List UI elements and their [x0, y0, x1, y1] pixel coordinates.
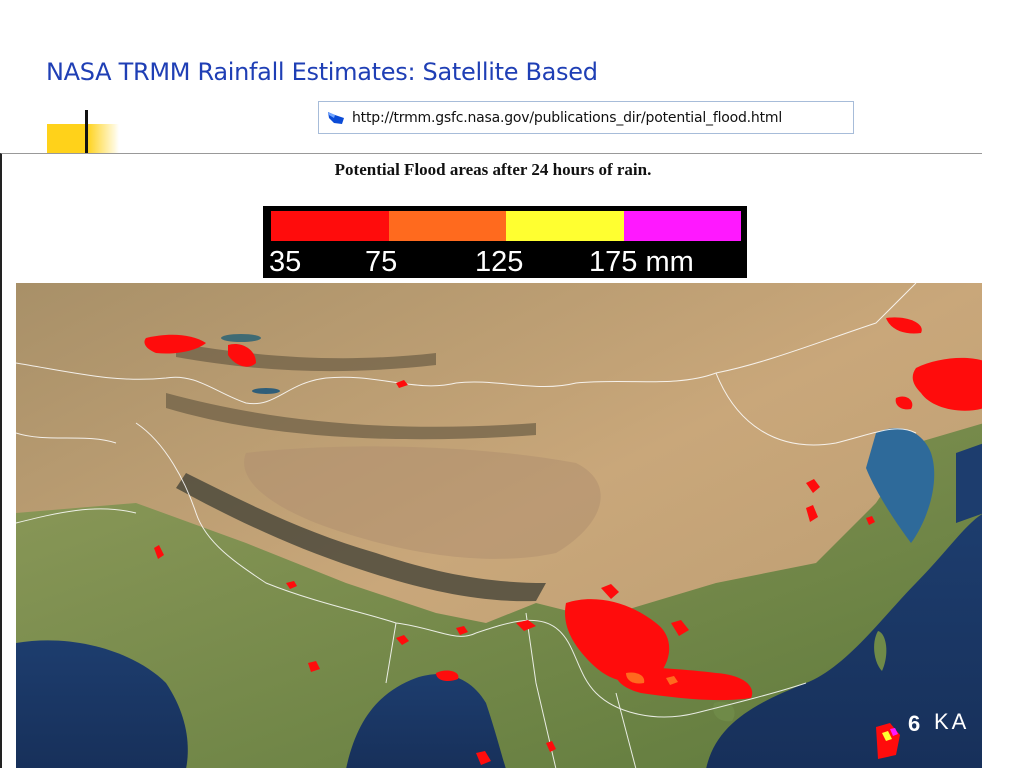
map-bay-of-bengal — [346, 674, 506, 768]
slide-title: NASA TRMM Rainfall Estimates: Satellite … — [46, 58, 598, 86]
legend-swatch-125 — [506, 211, 624, 241]
map-hainan — [713, 701, 735, 722]
rainfall-legend: 35 75 125 175 mm — [263, 206, 747, 278]
map-corner-text: KA — [934, 709, 969, 734]
map-yellow-sea — [866, 428, 935, 543]
legend-swatch-175 — [623, 211, 741, 241]
legend-swatch-35 — [271, 211, 389, 241]
address-bar[interactable]: http://trmm.gsfc.nasa.gov/publications_d… — [318, 101, 854, 134]
ie-page-icon — [328, 111, 344, 124]
page-heading: Potential Flood areas after 24 hours of … — [334, 160, 652, 179]
legend-label-75: 75 — [365, 246, 398, 278]
map-taiwan — [874, 631, 887, 671]
legend-label-35: 35 — [269, 246, 302, 278]
map-lake-balkhash — [221, 334, 261, 342]
url-text[interactable]: http://trmm.gsfc.nasa.gov/publications_d… — [352, 109, 783, 126]
map-tibet-plateau — [244, 446, 601, 559]
map-south-china-sea — [706, 514, 982, 768]
browser-content-frame: Potential Flood areas after 24 hours of … — [0, 153, 982, 768]
map-rainfall-max — [890, 728, 898, 736]
map-east-sea — [956, 443, 982, 523]
map-lake-issyk — [252, 388, 280, 394]
legend-label-175: 175 mm — [589, 246, 694, 278]
map-rainfall-heavy — [626, 672, 678, 685]
rainfall-map: 6 KA — [16, 283, 982, 768]
slide-accent-square — [47, 124, 87, 154]
map-borders — [16, 283, 917, 768]
legend-color-bar — [271, 211, 741, 241]
map-rainfall-areas — [144, 317, 982, 765]
slide-accent-bar — [85, 110, 88, 154]
legend-label-125: 125 — [475, 246, 524, 278]
map-rainfall-extreme — [882, 731, 892, 741]
map-corner-number: 6 — [908, 711, 920, 736]
map-himalaya-ridge — [176, 473, 546, 602]
slide-accent-fade — [87, 124, 119, 154]
map-kunlun-ridge — [166, 393, 536, 440]
legend-swatch-75 — [388, 211, 506, 241]
map-arabian-sea — [16, 640, 188, 768]
